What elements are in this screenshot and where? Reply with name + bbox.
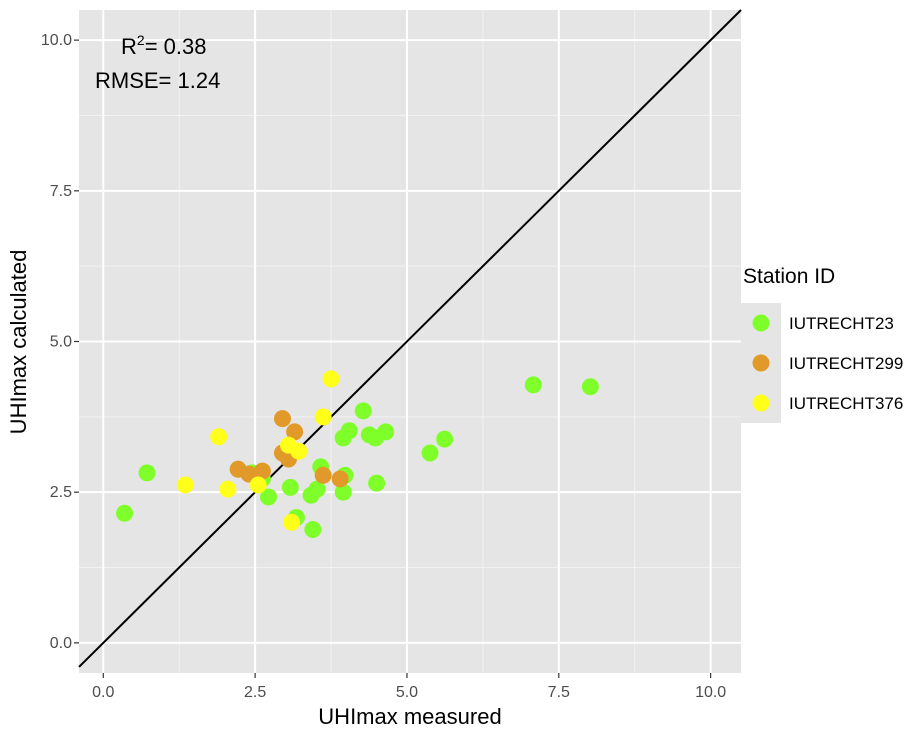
x-tick-label: 0.0: [92, 684, 114, 701]
r-squared-annotation: R2= 0.38: [121, 32, 206, 59]
legend-title: Station ID: [743, 265, 835, 288]
data-point: [290, 442, 308, 460]
y-tick-label: 10.0: [41, 32, 72, 49]
y-tick-label: 5.0: [50, 334, 72, 351]
x-axis-title: UHImax measured: [318, 704, 501, 729]
data-point: [259, 488, 277, 506]
data-point: [581, 378, 599, 396]
legend-label: IUTRECHT23: [789, 314, 894, 333]
rmse-annotation: RMSE= 1.24: [95, 68, 220, 93]
y-axis-title: UHImax calculated: [6, 250, 31, 435]
data-point: [322, 370, 340, 388]
data-point: [524, 376, 542, 394]
data-points: [116, 370, 599, 539]
x-tick-label: 7.5: [548, 684, 570, 701]
data-point: [283, 513, 301, 531]
data-point: [249, 476, 267, 494]
axis-ticks: 0.0 2.5 5.0 7.5 10.0 0.0 2.5 5.0 7.5 10.0: [41, 32, 726, 701]
x-tick-label: 2.5: [244, 684, 266, 701]
data-point: [210, 428, 228, 446]
legend: Station ID IUTRECHT23 IUTRECHT299 IUTRECHT…: [741, 265, 903, 423]
data-point: [138, 464, 156, 482]
y-tick-label: 0.0: [50, 635, 72, 652]
data-point: [436, 430, 454, 448]
x-tick-label: 5.0: [396, 684, 418, 701]
legend-key: [752, 394, 770, 412]
y-tick-label: 2.5: [50, 484, 72, 501]
data-point: [368, 474, 386, 492]
data-point: [304, 521, 322, 539]
data-point: [340, 422, 358, 440]
legend-key: [752, 314, 770, 332]
y-tick-label: 7.5: [50, 183, 72, 200]
data-point: [176, 476, 194, 494]
data-point: [281, 478, 299, 496]
data-point: [286, 423, 304, 441]
data-point: [314, 408, 332, 426]
data-point: [253, 462, 271, 480]
x-tick-label: 10.0: [695, 684, 726, 701]
identity-line: [78, 9, 742, 668]
data-point: [421, 444, 439, 462]
legend-label: IUTRECHT299: [789, 354, 903, 373]
data-point: [308, 480, 326, 498]
data-point: [314, 466, 332, 484]
data-point: [331, 470, 349, 488]
data-point: [273, 410, 291, 428]
legend-key: [752, 354, 770, 372]
data-point: [377, 423, 395, 441]
data-point: [219, 480, 237, 498]
legend-label: IUTRECHT376: [789, 394, 903, 413]
data-point: [334, 483, 352, 501]
data-point: [354, 402, 372, 420]
data-point: [116, 504, 134, 522]
